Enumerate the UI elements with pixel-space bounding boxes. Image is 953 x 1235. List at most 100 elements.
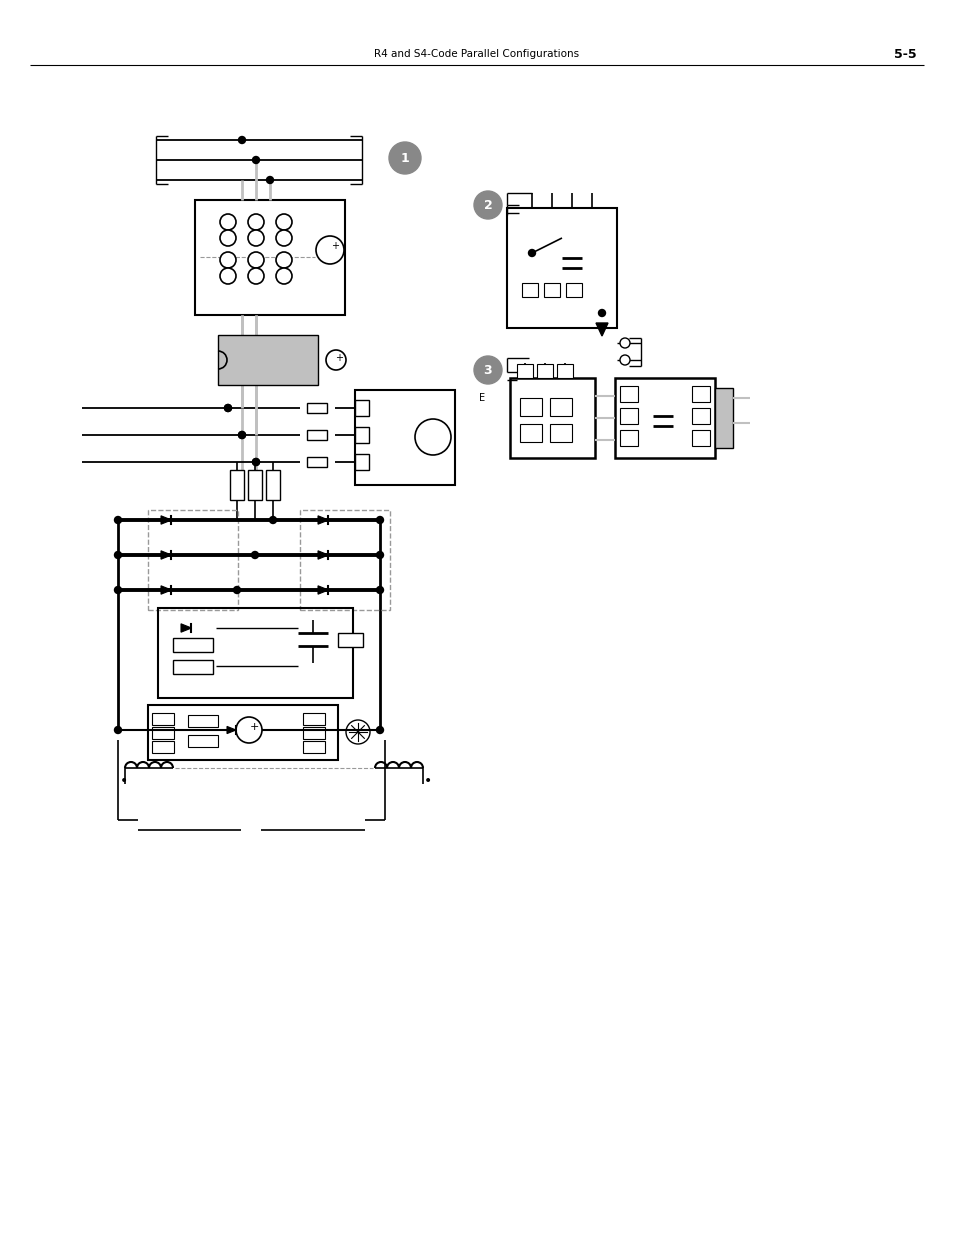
Circle shape bbox=[376, 516, 383, 524]
Circle shape bbox=[474, 191, 501, 219]
Bar bbox=[355, 454, 369, 471]
Circle shape bbox=[598, 310, 605, 316]
Text: +: + bbox=[331, 241, 338, 251]
Polygon shape bbox=[161, 551, 172, 559]
Circle shape bbox=[266, 177, 274, 184]
Circle shape bbox=[376, 587, 383, 594]
Polygon shape bbox=[161, 516, 172, 524]
Bar bbox=[619, 408, 638, 424]
Bar bbox=[152, 713, 173, 725]
Circle shape bbox=[415, 419, 451, 454]
Bar bbox=[691, 387, 709, 403]
Bar bbox=[619, 387, 638, 403]
Circle shape bbox=[114, 552, 121, 558]
Text: E: E bbox=[478, 393, 484, 403]
Bar bbox=[218, 335, 317, 385]
Circle shape bbox=[253, 458, 259, 466]
Circle shape bbox=[224, 405, 232, 411]
Circle shape bbox=[326, 350, 346, 370]
Bar bbox=[172, 659, 213, 674]
Bar bbox=[303, 727, 325, 739]
Text: +: + bbox=[335, 353, 343, 363]
Circle shape bbox=[238, 137, 245, 143]
Text: 3: 3 bbox=[483, 363, 492, 377]
Bar bbox=[218, 335, 317, 385]
Bar bbox=[691, 408, 709, 424]
Polygon shape bbox=[317, 551, 328, 559]
Polygon shape bbox=[227, 726, 235, 734]
Circle shape bbox=[253, 458, 259, 466]
Bar bbox=[537, 364, 553, 378]
Circle shape bbox=[238, 431, 245, 438]
Bar bbox=[506, 207, 617, 329]
Polygon shape bbox=[317, 585, 328, 594]
Circle shape bbox=[253, 157, 259, 163]
Polygon shape bbox=[181, 624, 192, 632]
Circle shape bbox=[238, 431, 245, 438]
Bar bbox=[148, 705, 337, 760]
Circle shape bbox=[248, 214, 264, 230]
Circle shape bbox=[269, 516, 276, 524]
Circle shape bbox=[275, 268, 292, 284]
Bar bbox=[152, 741, 173, 753]
Circle shape bbox=[474, 356, 501, 384]
Bar bbox=[299, 510, 390, 610]
Bar bbox=[248, 471, 262, 500]
Bar bbox=[355, 400, 369, 416]
Circle shape bbox=[114, 726, 121, 734]
Polygon shape bbox=[317, 516, 328, 524]
Circle shape bbox=[275, 230, 292, 246]
Circle shape bbox=[235, 718, 262, 743]
Bar bbox=[517, 364, 533, 378]
Bar bbox=[337, 634, 363, 647]
Polygon shape bbox=[161, 585, 172, 594]
Bar bbox=[550, 424, 572, 442]
Text: •: • bbox=[120, 774, 128, 788]
Circle shape bbox=[315, 236, 344, 264]
Text: •: • bbox=[423, 774, 432, 788]
Bar bbox=[519, 398, 541, 416]
Text: 2: 2 bbox=[483, 199, 492, 211]
Bar bbox=[550, 398, 572, 416]
Bar bbox=[307, 403, 327, 412]
Bar bbox=[355, 427, 369, 443]
Bar bbox=[619, 430, 638, 446]
Circle shape bbox=[248, 268, 264, 284]
Circle shape bbox=[220, 230, 235, 246]
Text: 1: 1 bbox=[400, 152, 409, 164]
Circle shape bbox=[275, 214, 292, 230]
Bar bbox=[615, 378, 714, 458]
Bar bbox=[307, 457, 327, 467]
Bar bbox=[510, 378, 595, 458]
Polygon shape bbox=[596, 324, 607, 336]
Bar bbox=[519, 424, 541, 442]
Circle shape bbox=[220, 268, 235, 284]
Circle shape bbox=[233, 587, 240, 594]
Bar bbox=[557, 364, 573, 378]
Bar bbox=[188, 715, 218, 727]
Bar bbox=[194, 200, 345, 315]
Circle shape bbox=[619, 354, 629, 366]
Circle shape bbox=[376, 726, 383, 734]
Bar bbox=[172, 638, 213, 652]
Circle shape bbox=[248, 252, 264, 268]
Circle shape bbox=[114, 516, 121, 524]
Text: +: + bbox=[249, 722, 258, 732]
Bar bbox=[543, 283, 559, 296]
Text: R4 and S4-Code Parallel Configurations: R4 and S4-Code Parallel Configurations bbox=[374, 49, 579, 59]
Bar bbox=[303, 713, 325, 725]
Circle shape bbox=[619, 338, 629, 348]
Bar bbox=[303, 741, 325, 753]
Circle shape bbox=[114, 587, 121, 594]
Bar bbox=[152, 727, 173, 739]
Bar bbox=[307, 430, 327, 440]
Circle shape bbox=[248, 230, 264, 246]
Bar bbox=[266, 471, 280, 500]
Circle shape bbox=[224, 405, 232, 411]
Text: 5-5: 5-5 bbox=[893, 47, 915, 61]
Circle shape bbox=[220, 252, 235, 268]
Bar bbox=[158, 608, 353, 698]
Bar bbox=[355, 390, 455, 485]
Circle shape bbox=[528, 249, 535, 257]
Bar bbox=[230, 471, 244, 500]
